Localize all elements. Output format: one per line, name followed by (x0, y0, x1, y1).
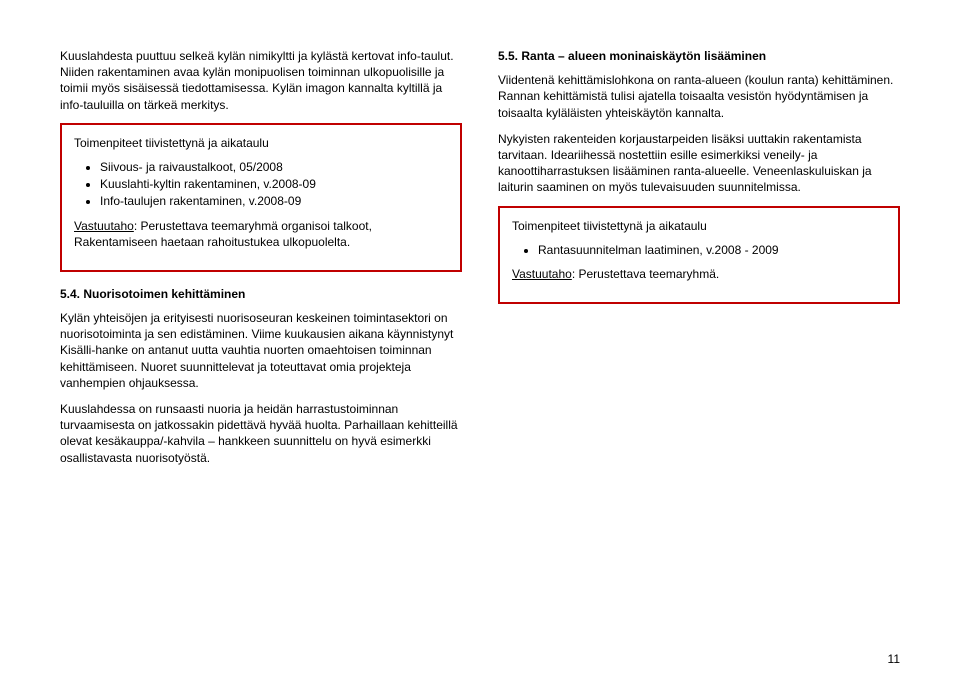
action-box-1-title: Toimenpiteet tiivistettynä ja aikataulu (74, 135, 448, 151)
intro-paragraph: Kuuslahdesta puuttuu selkeä kylän nimiky… (60, 48, 462, 113)
left-column: Kuuslahdesta puuttuu selkeä kylän nimiky… (60, 48, 462, 476)
action-box-1-list: Siivous- ja raivaustalkoot, 05/2008 Kuus… (74, 159, 448, 210)
responsible-party-1: Vastuutaho: Perustettava teemaryhmä orga… (74, 218, 448, 250)
right-column: 5.5. Ranta – alueen moninaiskäytön lisää… (498, 48, 900, 476)
heading-5-5: 5.5. Ranta – alueen moninaiskäytön lisää… (498, 48, 900, 64)
page-number: 11 (888, 652, 900, 666)
paragraph-5-4b: Kuuslahdessa on runsaasti nuoria ja heid… (60, 401, 462, 466)
heading-5-4: 5.4. Nuorisotoimen kehittäminen (60, 286, 462, 302)
list-item: Info-taulujen rakentaminen, v.2008-09 (100, 193, 448, 209)
paragraph-5-5b: Nykyisten rakenteiden korjaustarpeiden l… (498, 131, 900, 196)
responsible-label: Vastuutaho (74, 219, 134, 233)
list-item: Siivous- ja raivaustalkoot, 05/2008 (100, 159, 448, 175)
action-box-2-title: Toimenpiteet tiivistettynä ja aikataulu (512, 218, 886, 234)
two-column-layout: Kuuslahdesta puuttuu selkeä kylän nimiky… (60, 48, 900, 476)
responsible-text: : Perustettava teemaryhmä. (572, 267, 719, 281)
list-item: Rantasuunnitelman laatiminen, v.2008 - 2… (538, 242, 886, 258)
list-item: Kuuslahti-kyltin rakentaminen, v.2008-09 (100, 176, 448, 192)
action-box-1: Toimenpiteet tiivistettynä ja aikataulu … (60, 123, 462, 272)
paragraph-5-4a: Kylän yhteisöjen ja erityisesti nuorisos… (60, 310, 462, 391)
action-box-2-list: Rantasuunnitelman laatiminen, v.2008 - 2… (512, 242, 886, 258)
paragraph-5-5a: Viidentenä kehittämislohkona on ranta-al… (498, 72, 900, 121)
responsible-label: Vastuutaho (512, 267, 572, 281)
action-box-2: Toimenpiteet tiivistettynä ja aikataulu … (498, 206, 900, 305)
responsible-party-2: Vastuutaho: Perustettava teemaryhmä. (512, 266, 886, 282)
